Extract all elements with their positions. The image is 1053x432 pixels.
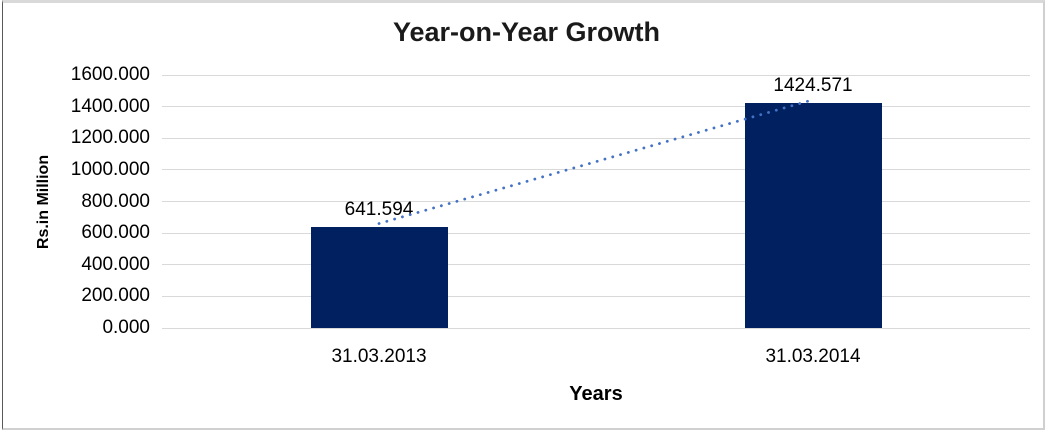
x-tick-label: 31.03.2013 xyxy=(331,346,427,367)
gridline xyxy=(162,327,1030,329)
y-tick-label: 200.000 xyxy=(81,285,150,307)
y-tick-label: 800.000 xyxy=(81,190,150,212)
gridline xyxy=(162,137,1030,139)
bar xyxy=(744,102,882,328)
chart-title: Year-on-Year Growth xyxy=(392,17,661,47)
y-tick-label: 1000.000 xyxy=(70,158,150,180)
y-tick-label: 1600.000 xyxy=(70,64,150,85)
gridline xyxy=(162,295,1030,297)
gridline xyxy=(162,264,1030,266)
y-tick-label: 400.000 xyxy=(81,253,150,275)
bar-data-label: 641.594 xyxy=(344,198,414,220)
gridline xyxy=(162,169,1030,171)
gridline xyxy=(162,106,1030,108)
x-axis-title: Years xyxy=(569,383,623,405)
x-tick-label: 31.03.2014 xyxy=(765,346,861,367)
y-tick-label: 600.000 xyxy=(81,222,150,244)
gridline xyxy=(162,232,1030,234)
bar-data-label: 1424.571 xyxy=(773,74,853,96)
y-tick-label: 1400.000 xyxy=(70,95,150,117)
bar xyxy=(310,226,448,328)
y-tick-label: 1200.000 xyxy=(70,127,150,149)
y-tick-label: 0.000 xyxy=(102,317,150,338)
gridline xyxy=(162,74,1030,76)
